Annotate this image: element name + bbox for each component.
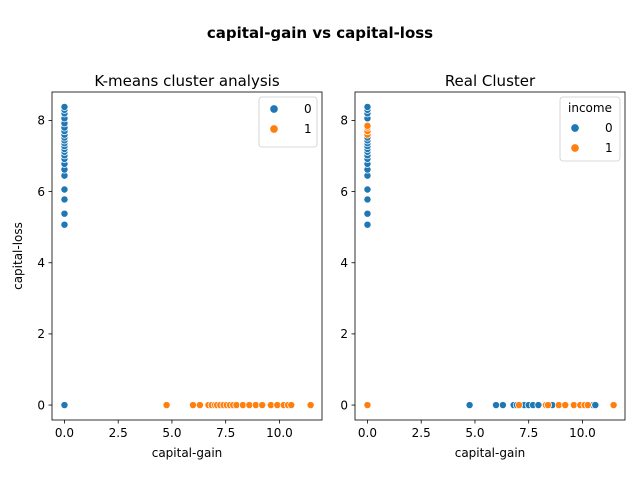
series-0 [60, 102, 69, 410]
y-tick-label: 2 [340, 327, 348, 341]
panel-1: 0.0 2.5 5.0 7.5 10.0 0 2 4 6 8 K-means cluster ana… [11, 72, 323, 460]
data-point [60, 220, 69, 229]
data-point [363, 121, 372, 130]
data-point [60, 195, 69, 204]
x-axis-label: capital-gain [455, 446, 526, 460]
data-point [363, 195, 372, 204]
x-tick-label: 10.0 [569, 426, 596, 440]
data-point [363, 185, 372, 194]
data-point [492, 401, 500, 410]
y-tick-label: 4 [37, 256, 45, 270]
y-tick-label: 2 [37, 327, 45, 341]
data-point [60, 102, 69, 111]
y-axis-label: capital-loss [11, 222, 25, 290]
data-point [515, 401, 523, 410]
data-point [195, 401, 204, 410]
data-point [258, 401, 267, 410]
data-point [306, 401, 315, 410]
data-point [162, 401, 171, 410]
panel-title: Real Cluster [445, 72, 536, 90]
legend-marker [269, 104, 279, 114]
axes-frame [354, 91, 626, 421]
data-point [60, 209, 69, 218]
panel-title: K-means cluster analysis [94, 72, 279, 90]
legend-marker [269, 124, 279, 134]
data-point [287, 401, 296, 410]
data-point [591, 401, 600, 410]
data-point [363, 220, 372, 229]
data-point [498, 401, 507, 410]
legend: income 0 1 [559, 96, 621, 162]
data-point [60, 401, 69, 410]
y-tick-label: 0 [340, 398, 348, 412]
y-tick-label: 8 [340, 114, 348, 128]
x-tick-label: 10.0 [266, 426, 293, 440]
y-tick-label: 6 [340, 185, 348, 199]
panel-2: 0.0 2.5 5.0 7.5 10.0 0 2 4 6 8 Real Cluster capital… [340, 72, 626, 460]
axes-frame [51, 91, 323, 421]
data-point [561, 401, 570, 410]
x-tick-label: 2.5 [109, 426, 128, 440]
data-point [189, 401, 197, 410]
legend-entry-label: 0 [605, 121, 613, 135]
y-tick-label: 0 [37, 398, 45, 412]
y-tick-label: 4 [340, 256, 348, 270]
data-point [60, 185, 69, 194]
x-tick-label: 7.5 [519, 426, 538, 440]
legend: 01 [258, 96, 318, 148]
x-tick-label: 0.0 [55, 426, 74, 440]
data-point [583, 401, 592, 410]
data-point [363, 401, 372, 410]
data-point [363, 209, 372, 218]
data-point [363, 102, 372, 111]
legend-entry-label: 1 [605, 141, 613, 155]
legend-marker [570, 143, 580, 153]
data-point [534, 401, 543, 410]
y-tick-label: 6 [37, 185, 45, 199]
x-tick-label: 0.0 [358, 426, 377, 440]
legend-title: income [568, 101, 612, 115]
y-tick-label: 8 [37, 114, 45, 128]
series-1 [162, 401, 315, 410]
legend-entry-label: 1 [304, 122, 312, 136]
data-point [465, 401, 474, 410]
x-tick-label: 5.0 [465, 426, 484, 440]
x-tick-label: 7.5 [216, 426, 235, 440]
data-point [544, 401, 553, 410]
series-1 [363, 121, 618, 410]
data-point [609, 401, 618, 410]
legend-entry-label: 0 [304, 102, 312, 116]
legend-marker [570, 123, 580, 133]
figure-suptitle: capital-gain vs capital-loss [207, 24, 433, 42]
x-tick-label: 5.0 [162, 426, 181, 440]
x-tick-label: 2.5 [412, 426, 431, 440]
x-axis-label: capital-gain [152, 446, 223, 460]
